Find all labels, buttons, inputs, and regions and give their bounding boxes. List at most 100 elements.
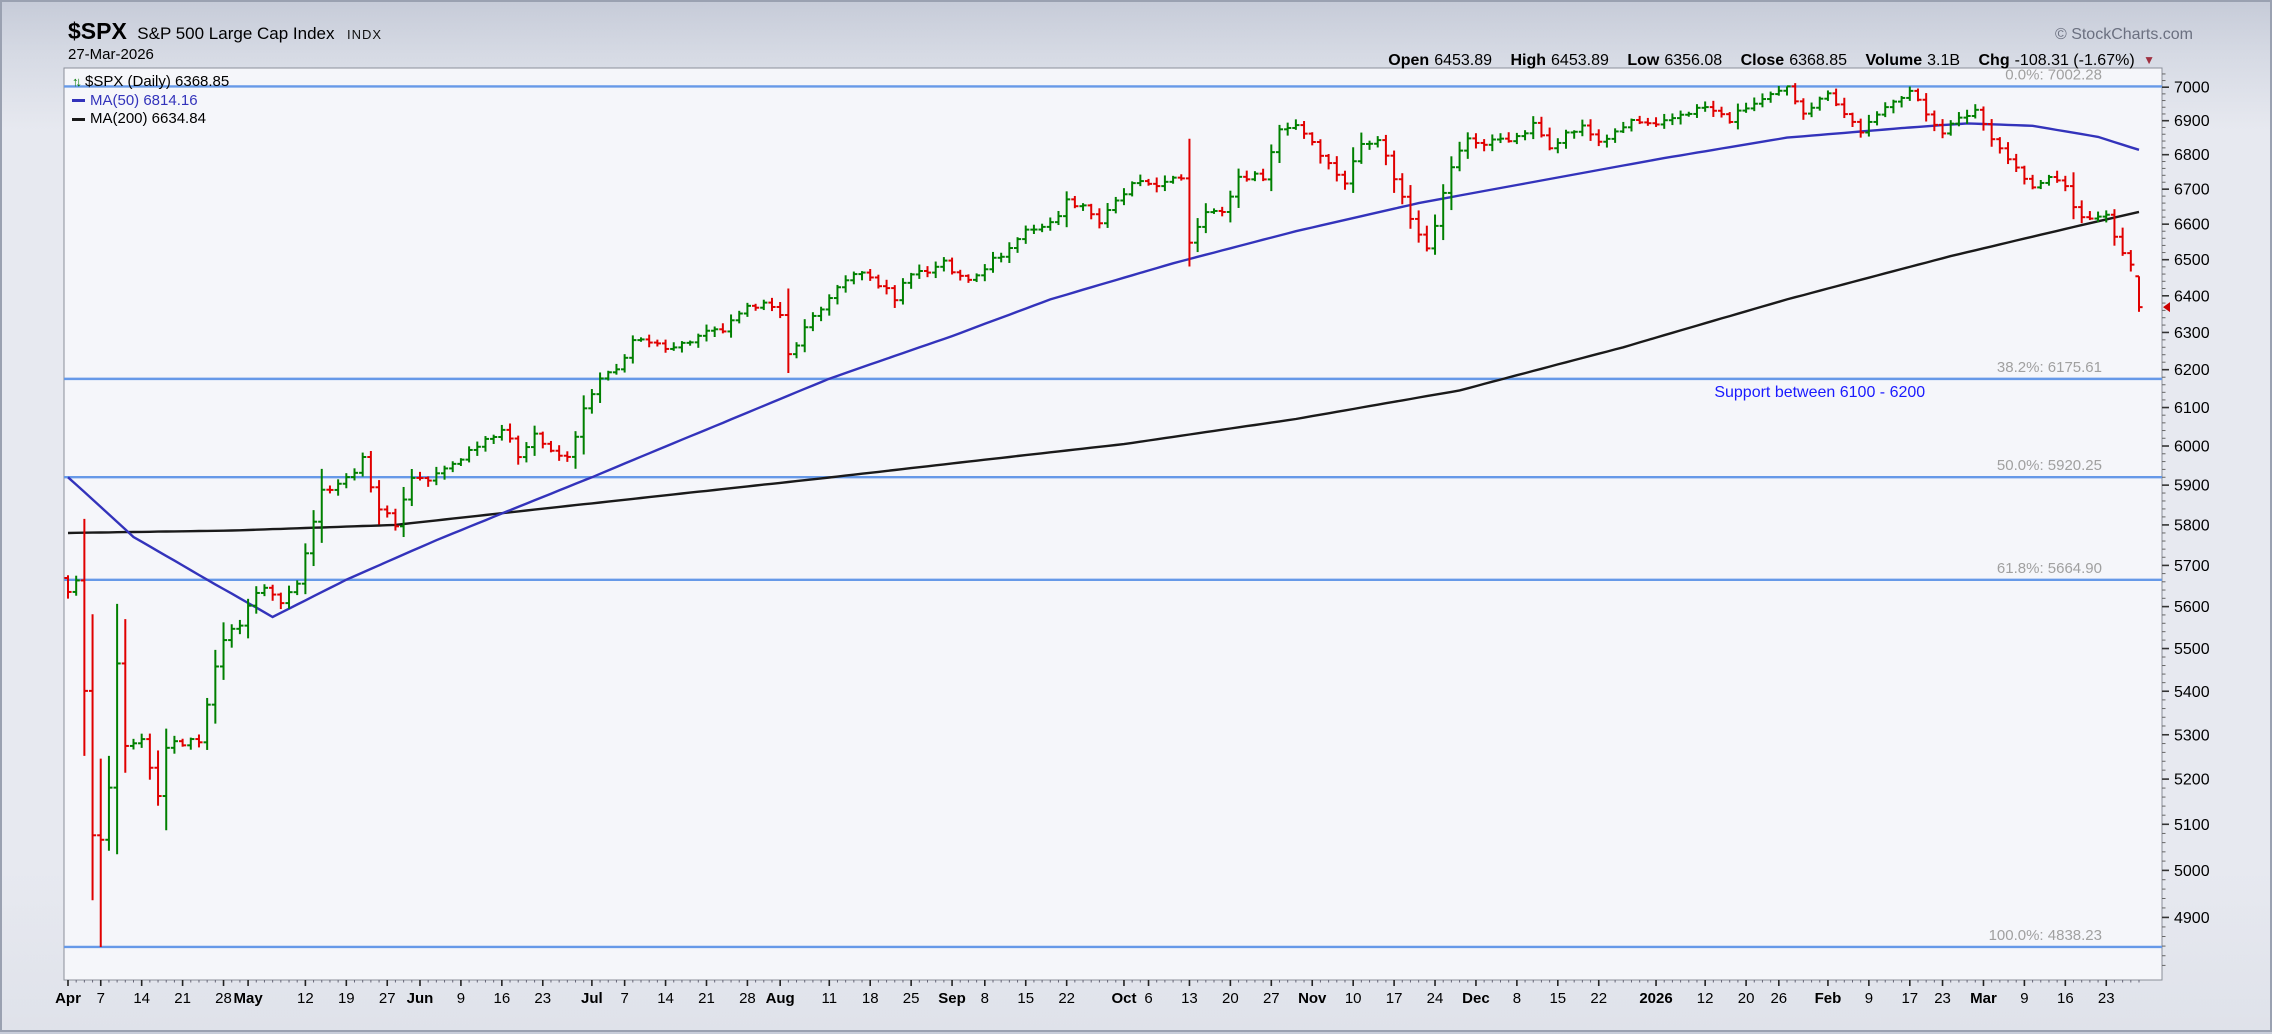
svg-text:6900: 6900: [2174, 113, 2210, 130]
svg-text:15: 15: [1017, 990, 1034, 1007]
svg-text:26: 26: [1770, 990, 1787, 1007]
ma50-swatch: [72, 99, 85, 103]
svg-text:38.2%: 6175.61: 38.2%: 6175.61: [1997, 359, 2102, 376]
svg-text:21: 21: [174, 990, 191, 1007]
low-label: Low: [1627, 52, 1660, 69]
svg-text:12: 12: [297, 990, 314, 1007]
svg-text:Mar: Mar: [1970, 990, 1997, 1007]
svg-text:23: 23: [1934, 990, 1951, 1007]
chart-legend: ↑↓ $SPX (Daily) 6368.85 MA(50) 6814.16 M…: [72, 73, 229, 129]
quote-row: Open 6453.89 High 6453.89 Low 6356.08 Close…: [1388, 52, 2155, 70]
svg-text:23: 23: [2098, 990, 2115, 1007]
fib-level-labels: 0.0%: 7002.28 38.2%: 6175.61 50.0%: 5920.2…: [1989, 66, 2102, 943]
svg-text:5500: 5500: [2174, 641, 2210, 658]
svg-text:23: 23: [534, 990, 551, 1007]
svg-text:5900: 5900: [2174, 478, 2210, 495]
legend-ma50-label: MA(50) 6814.16: [90, 91, 198, 109]
svg-text:6500: 6500: [2174, 252, 2210, 269]
svg-text:0.0%: 7002.28: 0.0%: 7002.28: [2005, 66, 2102, 83]
svg-text:9: 9: [2020, 990, 2028, 1007]
svg-text:11: 11: [821, 990, 837, 1007]
svg-text:2026: 2026: [1639, 990, 1672, 1007]
svg-text:8: 8: [1513, 990, 1521, 1007]
svg-text:27: 27: [1263, 990, 1280, 1007]
legend-price-row: ↑↓ $SPX (Daily) 6368.85: [72, 73, 229, 92]
svg-text:Oct: Oct: [1111, 990, 1136, 1007]
svg-text:16: 16: [494, 990, 511, 1007]
svg-text:21: 21: [698, 990, 715, 1007]
ohlc-bars: [64, 83, 2143, 947]
svg-text:16: 16: [2057, 990, 2074, 1007]
close-label: Close: [1740, 52, 1785, 69]
svg-text:18: 18: [862, 990, 879, 1007]
svg-text:20: 20: [1222, 990, 1239, 1007]
svg-text:14: 14: [657, 990, 674, 1007]
legend-ma200-label: MA(200) 6634.84: [90, 110, 206, 127]
svg-text:Dec: Dec: [1462, 990, 1490, 1007]
svg-text:61.8%: 5664.90: 61.8%: 5664.90: [1997, 560, 2102, 577]
svg-text:5600: 5600: [2174, 599, 2210, 616]
svg-text:Apr: Apr: [55, 990, 81, 1007]
high-label: High: [1510, 52, 1547, 69]
svg-text:6800: 6800: [2174, 147, 2210, 164]
svg-text:7: 7: [620, 990, 628, 1007]
svg-text:5300: 5300: [2174, 727, 2210, 744]
change-value: -108.31 (-1.67%): [2014, 52, 2135, 69]
close-value: 6368.85: [1789, 52, 1848, 69]
svg-text:14: 14: [133, 990, 150, 1007]
ma200-line: [67, 210, 2140, 535]
svg-text:12: 12: [1697, 990, 1714, 1007]
svg-text:22: 22: [1590, 990, 1607, 1007]
symbol-name: S&P 500 Large Cap Index: [137, 24, 335, 43]
svg-text:9: 9: [457, 990, 465, 1007]
volume-label: Volume: [1865, 52, 1923, 69]
svg-text:4900: 4900: [2174, 910, 2210, 927]
svg-text:6600: 6600: [2174, 217, 2210, 234]
svg-text:24: 24: [1427, 990, 1444, 1007]
svg-text:7: 7: [97, 990, 105, 1007]
svg-text:Sep: Sep: [938, 990, 966, 1007]
svg-text:20: 20: [1738, 990, 1755, 1007]
svg-text:5800: 5800: [2174, 517, 2210, 534]
ma200-swatch: [72, 117, 85, 121]
open-value: 6453.89: [1434, 52, 1493, 69]
svg-text:6200: 6200: [2174, 362, 2210, 379]
last-price-marker: [2163, 302, 2170, 313]
svg-text:Jul: Jul: [581, 990, 603, 1007]
svg-text:7000: 7000: [2174, 80, 2210, 97]
symbol-ticker: $SPX: [68, 18, 127, 44]
svg-text:9: 9: [1865, 990, 1873, 1007]
open-label: Open: [1388, 52, 1430, 69]
svg-text:8: 8: [981, 990, 989, 1007]
svg-text:6000: 6000: [2174, 439, 2210, 456]
volume-value: 3.1B: [1927, 52, 1961, 69]
svg-text:22: 22: [1058, 990, 1075, 1007]
svg-text:5000: 5000: [2174, 863, 2210, 880]
legend-price-label: $SPX (Daily) 6368.85: [85, 73, 230, 90]
svg-text:Feb: Feb: [1815, 990, 1842, 1007]
y-axis: 4900 5000 5100 5200 5300 5400 5500 5600 5700 5800…: [2162, 73, 2210, 966]
legend-ma50-row: MA(50) 6814.16: [72, 92, 229, 111]
support-annotation: Support between 6100 - 6200: [1714, 384, 1925, 401]
svg-text:6100: 6100: [2174, 400, 2210, 417]
svg-text:28: 28: [739, 990, 756, 1007]
x-axis: Apr 7 14 21 28 May 12 19 27 Jun 9 16 23 Jul 7 14 21 28 Aug…: [55, 980, 2140, 1007]
svg-text:27: 27: [379, 990, 396, 1007]
svg-text:Jun: Jun: [407, 990, 434, 1007]
chevron-down-icon[interactable]: ▼: [2143, 53, 2155, 67]
svg-text:5400: 5400: [2174, 684, 2210, 701]
svg-text:5200: 5200: [2174, 772, 2210, 789]
copyright-label: © StockCharts.com: [2054, 26, 2193, 43]
svg-text:5100: 5100: [2174, 817, 2210, 834]
svg-text:Aug: Aug: [766, 990, 795, 1007]
svg-text:15: 15: [1549, 990, 1566, 1007]
svg-text:5700: 5700: [2174, 558, 2210, 575]
svg-text:6700: 6700: [2174, 182, 2210, 199]
change-label: Chg: [1978, 52, 2010, 69]
svg-text:May: May: [233, 990, 263, 1007]
price-arrows-icon: ↑↓: [72, 74, 82, 89]
svg-text:6: 6: [1144, 990, 1152, 1007]
svg-text:6300: 6300: [2174, 325, 2210, 342]
